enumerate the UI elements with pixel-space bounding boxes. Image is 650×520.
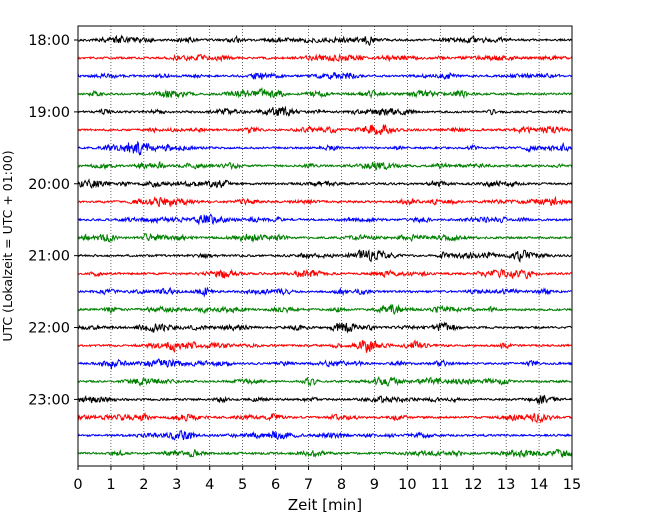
seismogram-trace [77, 358, 573, 370]
y-axis: 18:00 19:00 20:00 21:00 22:00 23:00 [28, 33, 78, 408]
seismogram-trace [77, 249, 573, 263]
seismogram-trace [77, 268, 573, 280]
x-tick-label: 8 [337, 477, 346, 493]
seismogram-trace [77, 213, 573, 226]
x-tick-label: 4 [205, 477, 214, 493]
y-tick-label: 23:00 [28, 392, 70, 408]
seismogram-trace [77, 34, 573, 47]
seismogram-trace [77, 411, 573, 424]
seismogram-trace [77, 105, 573, 117]
x-axis-title: Zeit [min] [288, 496, 362, 514]
seismogram-trace [77, 232, 573, 243]
x-tick-label: 3 [172, 477, 181, 493]
seismogram-trace [77, 376, 573, 387]
seismogram-trace [77, 160, 573, 171]
x-tick-label: 9 [370, 477, 379, 493]
x-tick-label: 5 [238, 477, 247, 493]
y-tick-label: 21:00 [28, 249, 70, 265]
seismogram-trace [77, 178, 573, 189]
seismogram-trace [77, 53, 573, 63]
x-tick-label: 7 [304, 477, 313, 493]
grid-lines [110, 26, 540, 466]
seismogram-trace [77, 303, 573, 315]
y-tick-label: 18:00 [28, 33, 70, 49]
seismogram-trace [77, 321, 573, 334]
x-tick-label: 11 [431, 477, 449, 493]
x-tick-label: 6 [271, 477, 280, 493]
x-tick-label: 10 [398, 477, 416, 493]
x-tick-label: 13 [497, 477, 515, 493]
seismogram-trace [77, 195, 573, 208]
x-tick-label: 2 [139, 477, 148, 493]
x-tick-label: 15 [563, 477, 581, 493]
seismogram-trace [77, 124, 573, 136]
trace-group [77, 34, 573, 459]
seismogram-trace [77, 394, 573, 406]
x-tick-label: 14 [530, 477, 548, 493]
x-tick-label: 0 [73, 477, 82, 493]
plot-frame [77, 25, 573, 467]
y-axis-title: UTC (Lokalzeit = UTC + 01:00) [0, 150, 15, 341]
seismogram-trace [77, 71, 573, 81]
x-tick-label: 12 [464, 477, 482, 493]
y-tick-label: 20:00 [28, 177, 70, 193]
seismogram-trace [77, 86, 573, 100]
seismogram-trace [77, 429, 573, 441]
seismogram-trace [77, 339, 573, 354]
seismogram-trace [77, 140, 573, 157]
seismogram-trace [77, 448, 573, 459]
y-tick-label: 19:00 [28, 105, 70, 121]
y-tick-label: 22:00 [28, 321, 70, 337]
x-axis: 0 1 2 3 4 5 6 7 8 9 10 11 12 13 14 15 [73, 466, 581, 493]
seismogram-trace [77, 286, 573, 298]
x-tick-label: 1 [106, 477, 115, 493]
